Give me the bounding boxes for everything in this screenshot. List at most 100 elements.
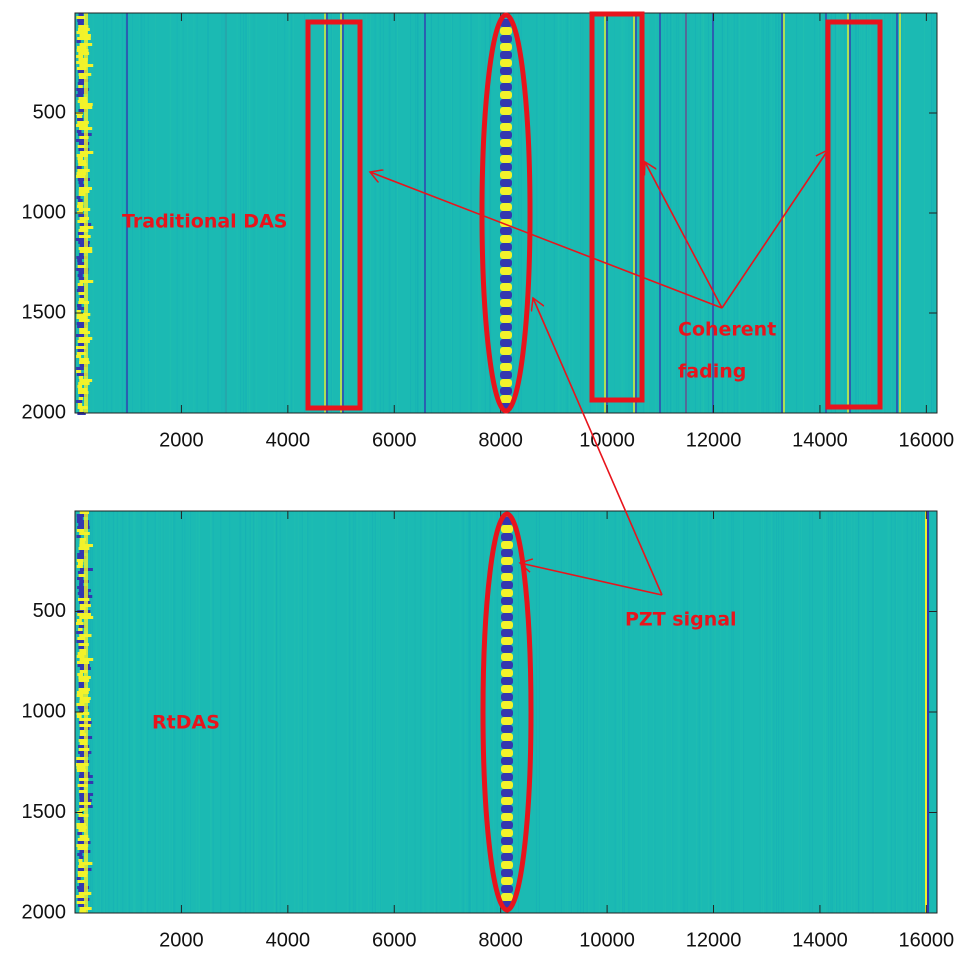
edge-noise xyxy=(76,166,82,169)
x-tick-label: 8000 xyxy=(478,929,523,951)
edge-noise xyxy=(76,529,85,532)
edge-noise xyxy=(77,262,85,265)
edge-noise xyxy=(76,154,88,157)
edge-noise xyxy=(77,157,83,160)
pzt-signal xyxy=(501,821,513,829)
edge-noise xyxy=(77,874,87,877)
edge-noise xyxy=(76,373,88,376)
edge-noise xyxy=(78,865,85,868)
edge-noise xyxy=(77,673,84,676)
pzt-signal xyxy=(500,51,512,59)
edge-noise xyxy=(79,787,84,790)
x-tick-label: 14000 xyxy=(792,429,848,451)
edge-noise xyxy=(76,520,90,523)
edge-noise xyxy=(76,115,83,118)
edge-noise xyxy=(77,82,85,85)
pzt-signal xyxy=(501,829,513,837)
pzt-signal xyxy=(501,549,513,557)
pzt-signal xyxy=(500,203,512,211)
pzt-signal xyxy=(500,283,512,291)
edge-noise xyxy=(78,523,90,526)
edge-noise xyxy=(76,763,89,766)
pzt-signal xyxy=(501,877,513,885)
edge-noise xyxy=(79,136,89,139)
edge-noise xyxy=(76,49,89,52)
edge-noise xyxy=(79,583,84,586)
pzt-signal xyxy=(500,347,512,355)
y-tick-label: 1000 xyxy=(22,700,67,722)
edge-noise xyxy=(77,784,88,787)
edge-noise xyxy=(79,808,85,811)
pzt-signal xyxy=(501,845,513,853)
edge-noise xyxy=(76,256,88,259)
pzt-signal xyxy=(500,83,512,91)
edge-noise xyxy=(76,877,81,880)
edge-noise xyxy=(77,553,85,556)
edge-noise xyxy=(78,574,86,577)
pzt-signal xyxy=(500,339,512,347)
edge-noise xyxy=(77,121,89,124)
edge-noise xyxy=(79,580,89,583)
edge-noise xyxy=(78,904,87,907)
edge-noise xyxy=(78,277,86,280)
pzt-signal xyxy=(501,861,513,869)
edge-noise xyxy=(77,178,90,181)
y-tick-label: 500 xyxy=(33,600,66,622)
edge-noise xyxy=(78,13,84,16)
edge-noise xyxy=(76,130,82,133)
edge-noise xyxy=(77,259,83,262)
pzt-signal xyxy=(501,629,513,637)
pzt-signal xyxy=(501,677,513,685)
arrow xyxy=(533,298,663,596)
edge-noise xyxy=(77,610,91,613)
pzt-signal xyxy=(500,19,512,27)
pzt-signal xyxy=(501,709,513,717)
pzt-signal xyxy=(501,533,513,541)
edge-noise xyxy=(77,283,84,286)
edge-noise xyxy=(76,67,87,70)
edge-noise xyxy=(78,163,87,166)
pzt-signal xyxy=(500,147,512,155)
pzt-signal xyxy=(501,541,513,549)
edge-noise xyxy=(79,550,89,553)
x-tick-label: 4000 xyxy=(266,929,311,951)
edge-noise xyxy=(76,46,87,49)
pzt-signal xyxy=(501,573,513,581)
pzt-signal xyxy=(500,395,512,403)
edge-noise xyxy=(76,559,84,562)
edge-noise xyxy=(76,370,82,373)
edge-noise xyxy=(78,58,88,61)
edge-noise xyxy=(77,169,90,172)
pzt-signal xyxy=(500,67,512,75)
edge-noise xyxy=(78,388,88,391)
edge-noise xyxy=(76,94,84,97)
edge-noise xyxy=(77,340,90,343)
edge-noise xyxy=(76,289,85,292)
edge-noise xyxy=(77,232,84,235)
edge-noise xyxy=(79,733,87,736)
pzt-signal xyxy=(501,765,513,773)
edge-noise xyxy=(78,679,90,682)
pzt-signal xyxy=(501,653,513,661)
edge-noise xyxy=(78,745,90,748)
edge-noise xyxy=(77,526,90,529)
pzt-signal xyxy=(501,733,513,741)
edge-noise xyxy=(77,832,83,835)
edge-noise xyxy=(76,823,86,826)
x-tick-label: 14000 xyxy=(792,929,848,951)
edge-noise xyxy=(76,40,81,43)
edge-noise xyxy=(77,325,86,328)
pzt-signal xyxy=(500,307,512,315)
pzt-signal xyxy=(500,227,512,235)
edge-noise xyxy=(78,193,86,196)
edge-noise xyxy=(76,703,85,706)
x-tick-label: 12000 xyxy=(686,429,742,451)
pzt-signal xyxy=(500,99,512,107)
x-tick-label: 8000 xyxy=(478,429,523,451)
edge-noise xyxy=(78,685,86,688)
edge-noise xyxy=(79,856,84,859)
annotation: RtDAS xyxy=(152,712,220,734)
edge-noise xyxy=(78,181,84,184)
edge-noise xyxy=(78,376,84,379)
pzt-signal xyxy=(501,661,513,669)
